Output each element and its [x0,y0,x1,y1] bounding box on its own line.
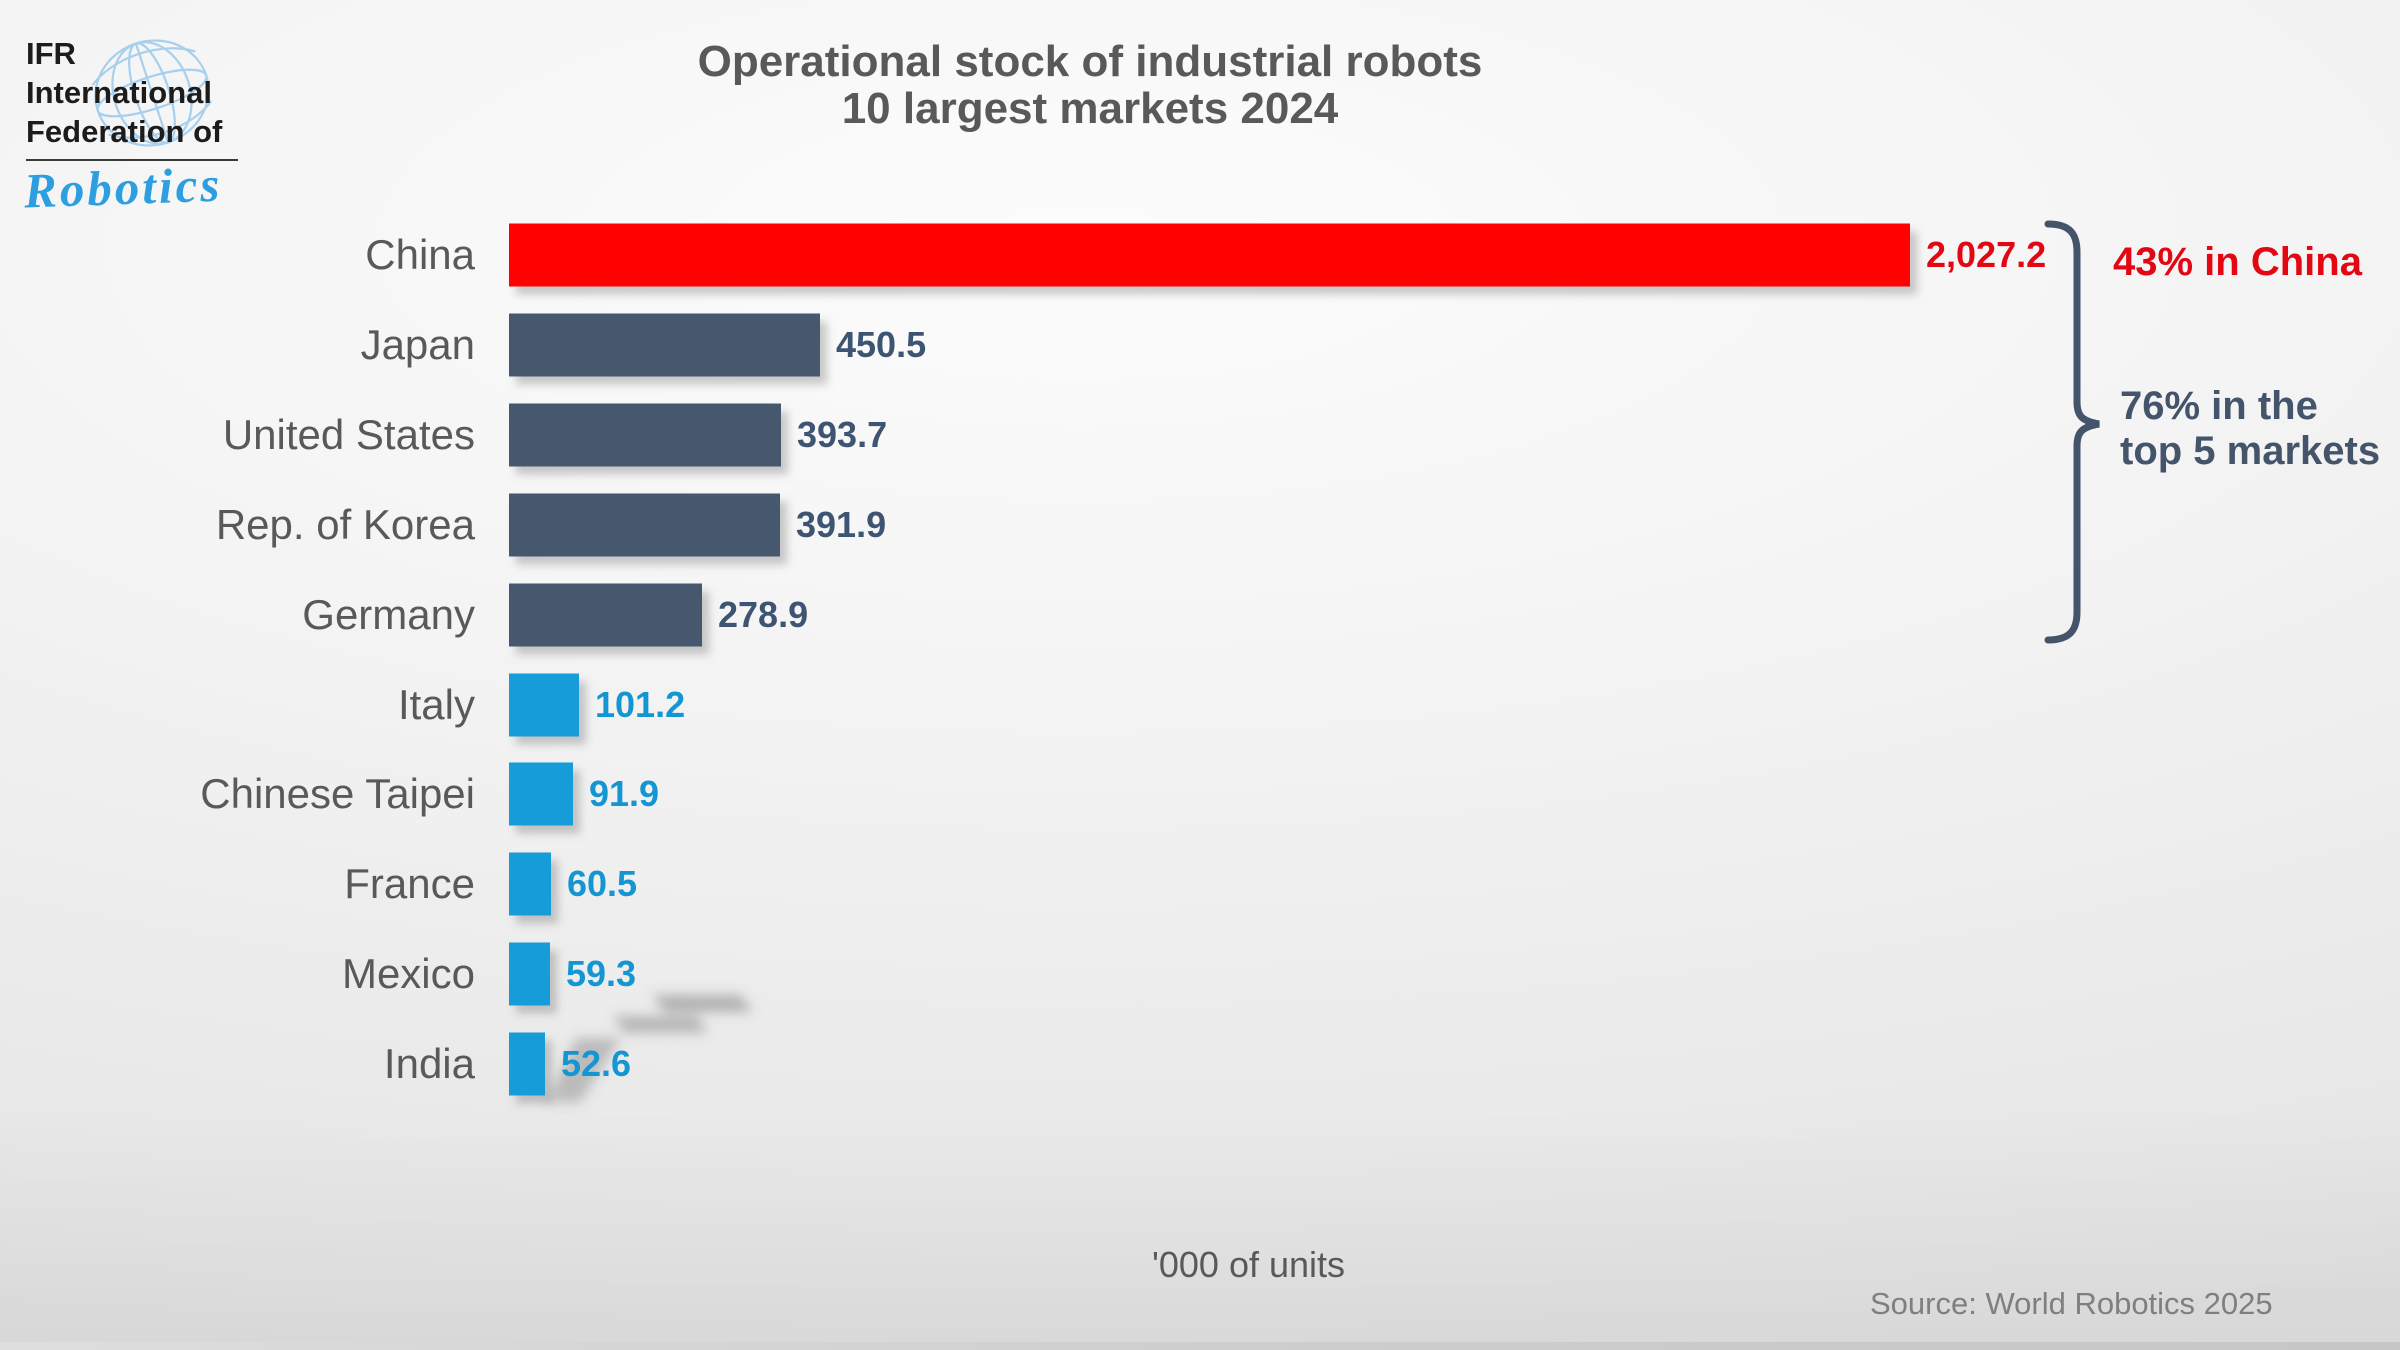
logo-line-international: International [26,75,213,110]
bottom-edge-strip [0,1342,2400,1350]
category-label: Mexico [341,950,475,998]
annotation-top5-line2: top 5 markets [2120,429,2381,473]
source-note: Source: World Robotics 2025 [1870,1286,2273,1321]
globe-icon [91,39,213,147]
value-label: 278.9 [718,593,809,635]
logo-underline [26,159,238,161]
value-label: 91.9 [589,773,660,815]
bar-row: India 52.6 [0,1019,2400,1109]
bar-row: Japan 450.5 [0,300,2400,390]
bar-row: France 60.5 [0,839,2400,929]
category-label: China [365,231,475,278]
logo-line-ifr: IFR [26,36,76,71]
chart-title-line2: 10 largest markets 2024 [841,84,1339,133]
category-label: Rep. of Korea [215,500,475,548]
bar [509,762,573,826]
bar-row: Germany 278.9 [0,570,2400,660]
bar [509,403,781,467]
value-label: 60.5 [567,863,638,905]
value-label: 101.2 [595,683,686,725]
bar [509,493,780,557]
value-label: 2,027.2 [1926,234,2047,275]
category-label: France [344,860,475,908]
bar-row: Chinese Taipei 91.9 [0,749,2400,839]
chart-title-line1: Operational stock of industrial robots [697,37,1483,86]
bar-row: United States 393.7 [0,390,2400,480]
value-label: 59.3 [566,953,637,995]
bar [509,223,1910,287]
category-label: Chinese Taipei [200,770,475,818]
value-label: 450.5 [836,323,927,365]
ifr-logo: IFR International Federation of Robotics [16,18,296,219]
value-label: 391.9 [796,503,887,545]
category-label: United States [222,410,475,458]
bar [509,313,820,377]
annotation-china-share: 43% in China [2113,240,2362,284]
bar-row: Mexico 59.3 [0,929,2400,1019]
bar-row: Italy 101.2 [0,660,2400,750]
category-label: Japan [360,320,475,368]
logo-line-federation: Federation of [26,114,223,149]
chart-title: Operational stock of industrial robots 1… [490,38,1690,132]
category-label: India [383,1040,475,1088]
bar [509,852,551,916]
bar-row: China 2,027.2 [0,210,2400,300]
logo-wordmark: IFR International Federation of [26,34,222,151]
bar-row: Rep. of Korea 391.9 [0,480,2400,570]
category-label: Italy [397,680,475,728]
bar [509,1032,545,1096]
bar [509,942,550,1006]
bar [509,583,702,647]
bar [509,673,579,736]
value-label: 52.6 [561,1043,632,1085]
category-label: Germany [302,590,475,638]
annotation-top5-line1: 76% in the [2120,384,2318,428]
value-label: 393.7 [797,413,888,455]
x-axis-unit-label: '000 of units [1152,1244,1346,1285]
annotation-top5-share: 76% in the top 5 markets [2120,384,2380,474]
